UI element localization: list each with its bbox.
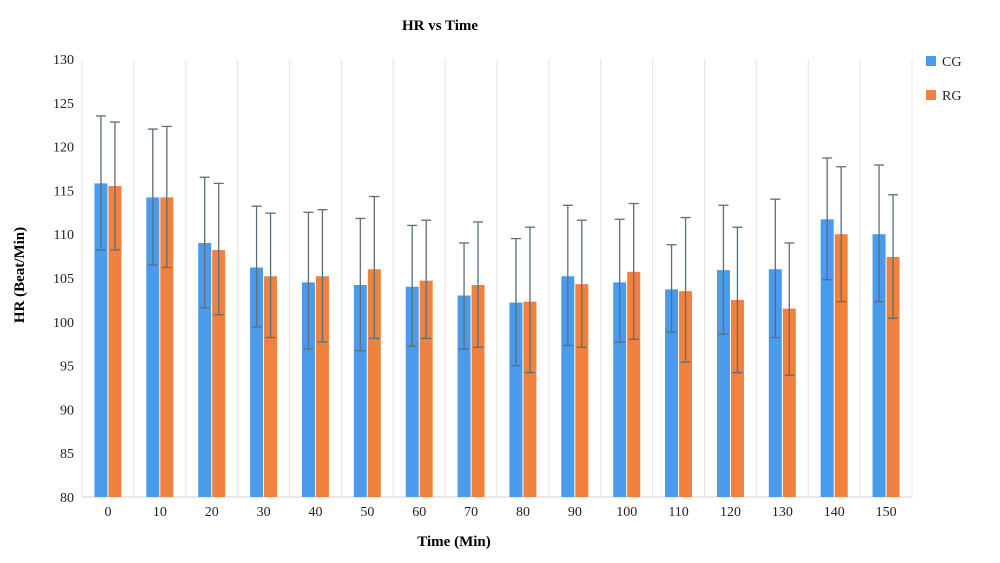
error-bars: [95, 115, 899, 376]
bar-rg-100: [627, 271, 641, 497]
bar-cg-150: [872, 234, 886, 497]
bar-cg-130: [768, 269, 782, 497]
grid-lines: [81, 59, 913, 498]
bar-rg-50: [367, 269, 381, 497]
y-tick-label: 95: [60, 360, 74, 375]
bar-rg-60: [419, 280, 433, 497]
bar-rg-0: [108, 186, 122, 497]
legend-swatch-cg: [926, 56, 936, 66]
bar-cg-0: [94, 183, 108, 497]
legend-label-cg: CG: [942, 55, 961, 70]
x-tick-label: 80: [516, 505, 530, 520]
bar-rg-30: [264, 276, 278, 497]
y-axis-ticks: 80 85 90 95 100 105 110 115 120 125 130: [53, 53, 74, 506]
x-tick-label: 130: [772, 505, 793, 520]
legend-swatch-rg: [926, 90, 936, 100]
y-tick-label: 85: [60, 447, 74, 462]
y-tick-label: 100: [53, 316, 74, 331]
x-tick-label: 60: [412, 505, 426, 520]
x-tick-label: 100: [616, 505, 637, 520]
y-axis-label: HR (Beat/Min): [12, 227, 28, 323]
x-tick-label: 150: [876, 505, 897, 520]
bar-rg-120: [730, 299, 744, 497]
x-tick-label: 40: [308, 505, 322, 520]
legend: CG RG: [926, 55, 961, 104]
chart-title: HR vs Time: [402, 18, 478, 34]
x-axis-ticks: 0 10 20 30 40 50 60 70 80 90 100 110 120 130 140 150: [104, 505, 896, 520]
bar-cg-80: [509, 302, 523, 497]
bar-cg-20: [198, 242, 212, 497]
bar-rg-20: [212, 249, 226, 497]
bar-rg-70: [471, 285, 485, 497]
bar-cg-100: [613, 282, 627, 497]
x-tick-label: 10: [153, 505, 167, 520]
x-axis-label: Time (Min): [417, 534, 490, 550]
bar-rg-40: [315, 276, 329, 497]
x-tick-label: 20: [205, 505, 219, 520]
x-tick-label: 110: [668, 505, 688, 520]
x-tick-label: 0: [104, 505, 111, 520]
x-tick-label: 50: [360, 505, 374, 520]
bar-cg-140: [820, 219, 834, 498]
bar-rg-10: [160, 197, 174, 497]
x-tick-label: 140: [824, 505, 845, 520]
y-tick-label: 80: [60, 491, 74, 506]
bars: [94, 183, 900, 498]
y-tick-label: 110: [54, 228, 74, 243]
bar-cg-110: [665, 289, 679, 497]
bar-cg-60: [405, 286, 419, 497]
y-tick-label: 125: [53, 97, 74, 112]
bar-cg-90: [561, 276, 575, 497]
bar-cg-70: [457, 295, 471, 497]
bar-cg-120: [716, 270, 730, 497]
legend-label-rg: RG: [942, 89, 961, 104]
y-tick-label: 90: [60, 403, 74, 418]
x-tick-label: 30: [257, 505, 271, 520]
bar-cg-50: [353, 285, 367, 497]
y-tick-label: 120: [53, 141, 74, 156]
bar-cg-30: [250, 267, 264, 497]
bar-rg-140: [834, 234, 848, 497]
y-tick-label: 105: [53, 272, 74, 287]
bar-rg-150: [886, 256, 900, 497]
x-tick-label: 120: [720, 505, 741, 520]
bar-rg-110: [679, 291, 693, 497]
bar-cg-40: [301, 282, 315, 497]
bar-rg-80: [523, 301, 537, 497]
y-tick-label: 130: [53, 53, 74, 68]
x-tick-label: 90: [568, 505, 582, 520]
bar-rg-130: [782, 308, 796, 497]
bar-rg-90: [575, 284, 589, 497]
x-tick-label: 70: [464, 505, 478, 520]
bar-cg-10: [146, 197, 160, 497]
y-tick-label: 115: [54, 184, 74, 199]
